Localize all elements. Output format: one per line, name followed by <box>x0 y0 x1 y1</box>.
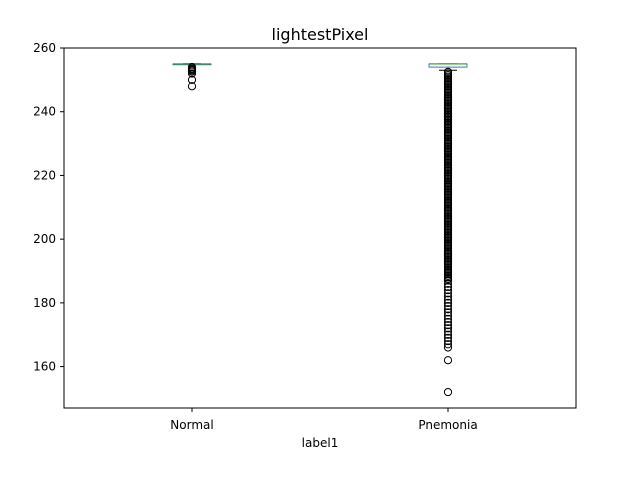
y-tick-label: 180 <box>33 296 56 310</box>
outlier-point <box>443 301 453 311</box>
outlier-point <box>443 289 453 298</box>
x-axis: Normal Pnemonia <box>170 408 478 432</box>
y-tick-label: 160 <box>33 360 56 374</box>
outlier-point <box>443 333 453 343</box>
outlier-point <box>443 321 453 330</box>
outlier-point <box>443 276 453 285</box>
outlier-point <box>443 330 453 339</box>
x-tick-label: Pnemonia <box>418 418 477 432</box>
outlier-point <box>443 340 453 349</box>
outlier-point <box>443 286 453 295</box>
chart-title: lightestPixel <box>272 25 369 44</box>
outlier-point <box>443 292 453 301</box>
plot-area <box>172 63 468 397</box>
outlier-point <box>443 282 453 292</box>
outlier-point <box>443 343 453 352</box>
outlier-point <box>443 327 453 336</box>
outlier-point <box>443 311 453 320</box>
y-tick-label: 260 <box>33 41 56 55</box>
outlier-point <box>443 308 453 317</box>
outlier-point <box>187 69 197 78</box>
outlier-point <box>443 336 453 346</box>
outlier-point <box>443 356 453 365</box>
y-tick-label: 220 <box>33 168 56 182</box>
outlier-point <box>443 295 453 304</box>
y-axis: 160 180 200 220 240 260 <box>33 41 64 374</box>
outlier-point <box>443 305 453 314</box>
axes-frame <box>63 47 577 409</box>
y-tick-label: 240 <box>33 105 56 119</box>
x-axis-label: label1 <box>302 436 339 450</box>
outlier-point <box>443 387 453 397</box>
outlier-point <box>187 75 197 84</box>
outlier-point <box>443 317 453 327</box>
outlier-point <box>187 82 197 91</box>
outlier-point <box>443 279 453 288</box>
y-tick-label: 200 <box>33 232 56 246</box>
outlier-point <box>443 298 453 307</box>
x-tick-label: Normal <box>170 418 213 432</box>
outlier-point <box>443 324 453 333</box>
box-group <box>172 63 212 91</box>
outlier-point <box>443 314 453 323</box>
box-group <box>428 63 468 397</box>
